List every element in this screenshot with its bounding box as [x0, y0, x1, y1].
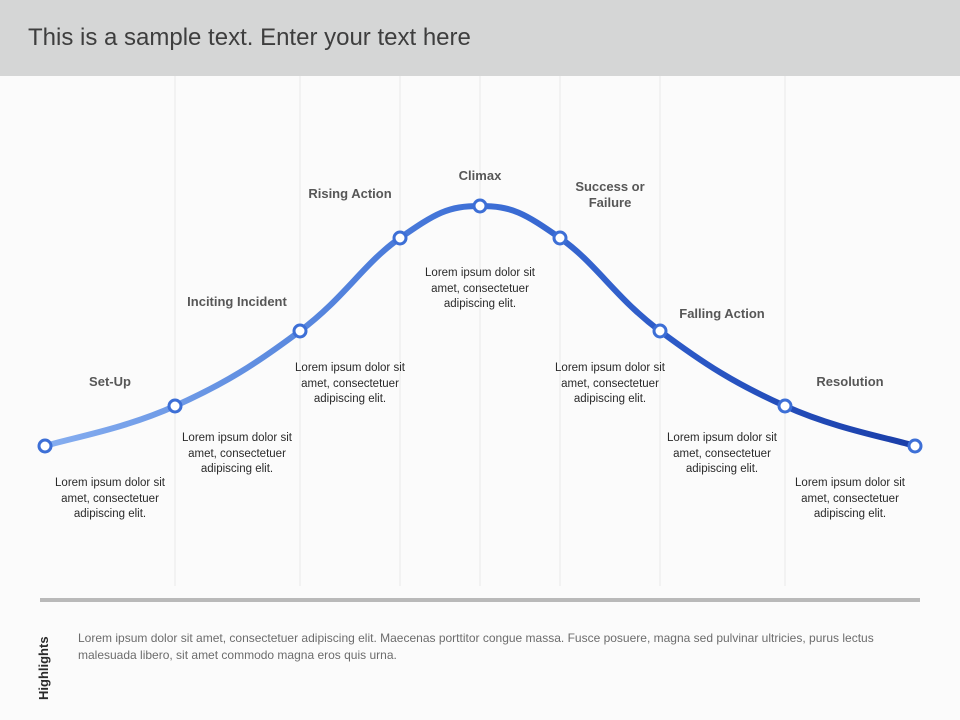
arc-marker-0 [39, 440, 51, 452]
stage-body-5[interactable]: Lorem ipsum dolor sit amet, consectetuer… [662, 431, 782, 478]
stage-label-3[interactable]: Climax [425, 168, 535, 184]
arc-marker-7 [779, 400, 791, 412]
arc-marker-3 [394, 232, 406, 244]
stage-body-4[interactable]: Lorem ipsum dolor sit amet, consectetuer… [550, 361, 670, 408]
arc-marker-2 [294, 325, 306, 337]
stage-label-0[interactable]: Set-Up [55, 374, 165, 390]
highlights-body[interactable]: Lorem ipsum dolor sit amet, consectetuer… [78, 630, 898, 665]
stage-body-1[interactable]: Lorem ipsum dolor sit amet, consectetuer… [177, 431, 297, 478]
arc-marker-5 [554, 232, 566, 244]
stage-body-2[interactable]: Lorem ipsum dolor sit amet, consectetuer… [290, 361, 410, 408]
stage-body-0[interactable]: Lorem ipsum dolor sit amet, consectetuer… [50, 476, 170, 523]
arc-marker-8 [909, 440, 921, 452]
stage-body-6[interactable]: Lorem ipsum dolor sit amet, consectetuer… [790, 476, 910, 523]
stage-label-4[interactable]: Success or Failure [555, 179, 665, 212]
arc-marker-6 [654, 325, 666, 337]
slide-title[interactable]: This is a sample text. Enter your text h… [28, 24, 471, 52]
title-bar: This is a sample text. Enter your text h… [0, 0, 960, 76]
arc-marker-4 [474, 200, 486, 212]
stage-label-6[interactable]: Resolution [795, 374, 905, 390]
arc-marker-1 [169, 400, 181, 412]
highlights-label: Highlights [36, 636, 51, 700]
slide: This is a sample text. Enter your text h… [0, 0, 960, 720]
stage-body-3[interactable]: Lorem ipsum dolor sit amet, consectetuer… [420, 266, 540, 313]
stage-label-5[interactable]: Falling Action [667, 306, 777, 322]
stage-label-2[interactable]: Rising Action [295, 186, 405, 202]
stage-label-1[interactable]: Inciting Incident [182, 294, 292, 310]
highlights-separator [40, 598, 920, 602]
story-arc-chart: Set-Up Lorem ipsum dolor sit amet, consec… [0, 76, 960, 586]
